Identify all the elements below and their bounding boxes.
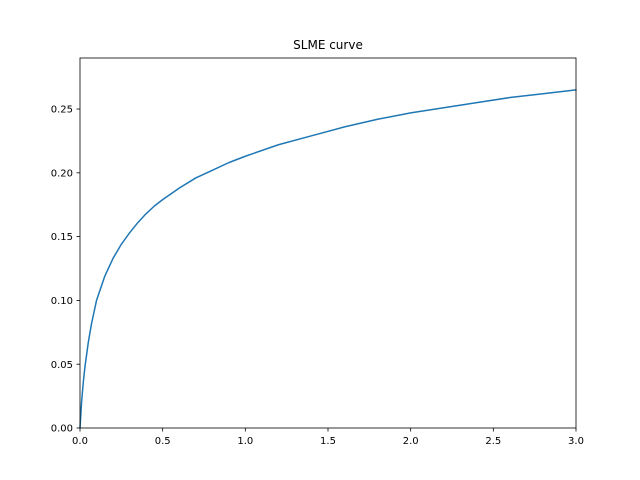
axes-frame — [79, 57, 577, 429]
x-tick-label: 1.5 — [320, 436, 336, 447]
y-tick-label: 0.25 — [51, 105, 73, 116]
y-tick-label: 0.10 — [51, 296, 73, 307]
chart-title: SLME curve — [293, 38, 363, 52]
x-tick-label: 1.0 — [237, 436, 253, 447]
y-tick-label: 0.00 — [51, 424, 73, 435]
y-tick-label: 0.05 — [51, 360, 73, 371]
series-line-0 — [79, 89, 577, 429]
x-tick-label: 2.5 — [485, 436, 501, 447]
axes: 0.0 0.5 1.0 1.5 2.0 2.5 3.0 0.00 0.05 0.10 0.15 0.2… — [51, 57, 584, 447]
x-tick-label: 3.0 — [568, 436, 584, 447]
y-tick-label: 0.20 — [51, 168, 73, 179]
x-tick-label: 0.5 — [155, 436, 171, 447]
x-tick-label: 2.0 — [403, 436, 419, 447]
y-tick-label: 0.15 — [51, 232, 73, 243]
x-tick-label: 0.0 — [72, 436, 88, 447]
plot-area — [79, 89, 577, 429]
